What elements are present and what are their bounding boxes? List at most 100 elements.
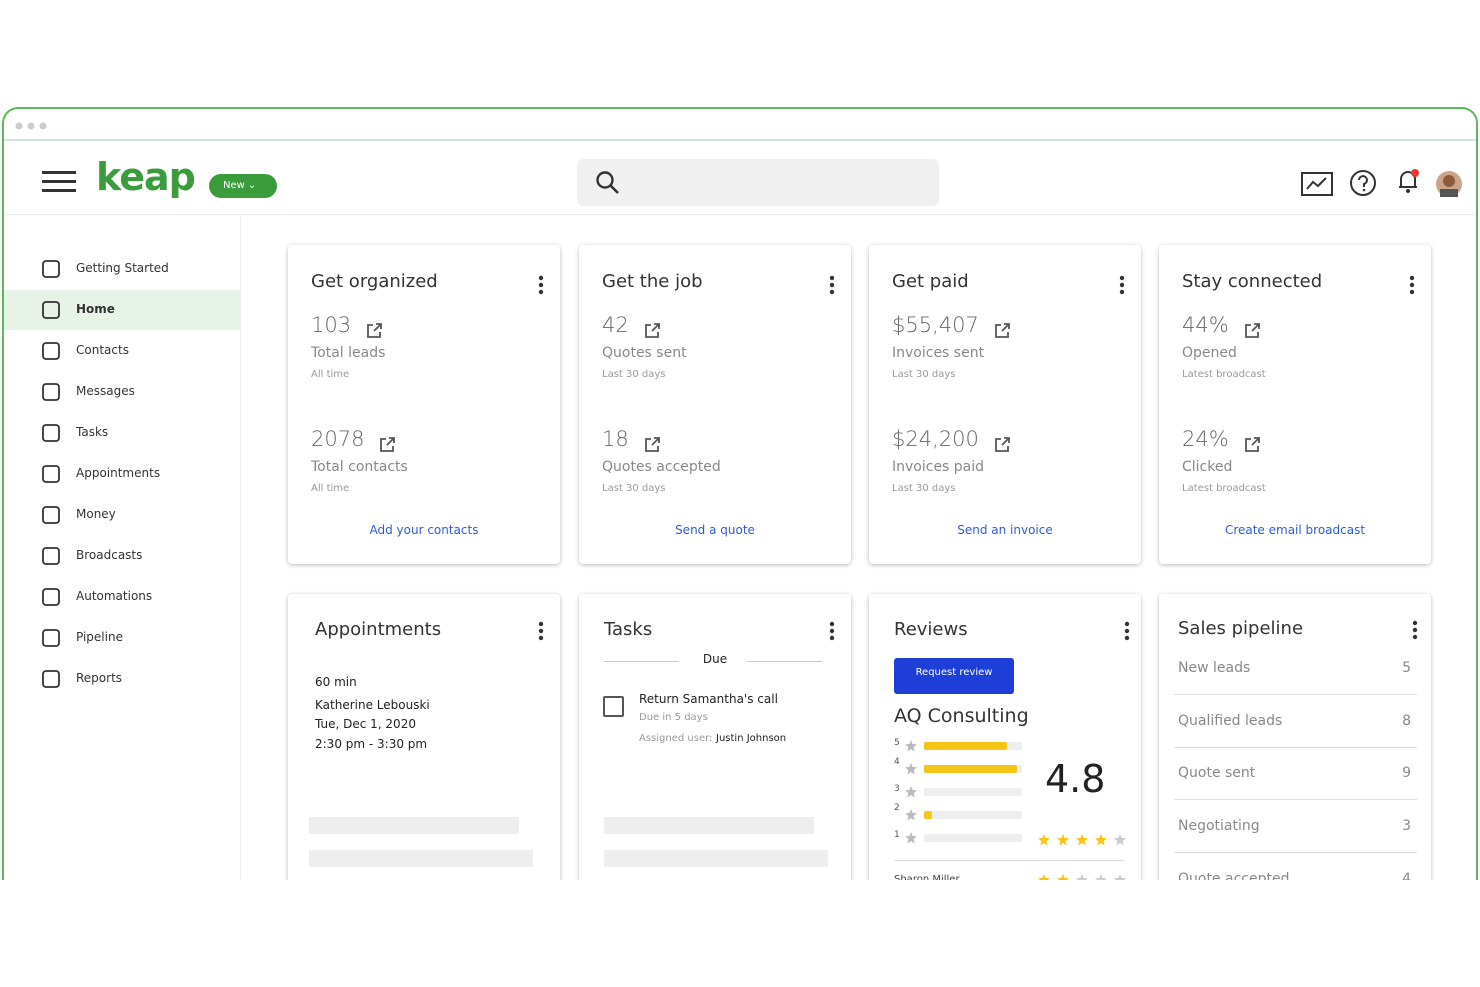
nav-label: Appointments xyxy=(76,466,161,480)
nav-item[interactable]: Messages xyxy=(4,372,240,412)
help-icon[interactable] xyxy=(1349,169,1379,199)
open-link-icon[interactable] xyxy=(1243,436,1261,454)
stat-period: Last 30 days xyxy=(892,369,956,380)
star-icon xyxy=(905,763,917,775)
rating-bar xyxy=(924,765,1018,773)
appointments-card: Appointments 60 min Katherine Lebouski Tue,… xyxy=(288,594,560,880)
request-review-button[interactable]: Request review xyxy=(894,658,1014,694)
nav-icon xyxy=(42,424,60,442)
divider xyxy=(1174,799,1417,800)
stat-period: Last 30 days xyxy=(602,369,666,380)
star-level: 5 xyxy=(894,738,900,748)
nav-item[interactable]: Broadcasts xyxy=(4,536,240,576)
placeholder xyxy=(309,817,519,834)
divider xyxy=(894,860,1124,861)
placeholder xyxy=(604,817,814,834)
card-menu[interactable] xyxy=(538,621,544,642)
appointment-name: Katherine Lebouski xyxy=(315,698,430,712)
open-link-icon[interactable] xyxy=(643,436,661,454)
nav-label: Money xyxy=(76,507,116,521)
nav-item[interactable]: Money xyxy=(4,495,240,535)
stat-label: Quotes sent xyxy=(602,345,687,361)
task-assigned-label: Assigned user: xyxy=(639,733,713,744)
new-button-label: New xyxy=(223,180,245,191)
stage-name: Quote sent xyxy=(1178,765,1256,781)
rating-bar xyxy=(924,742,1008,750)
nav-item[interactable]: Home xyxy=(4,290,240,330)
card-menu[interactable] xyxy=(829,275,835,296)
open-link-icon[interactable] xyxy=(643,322,661,340)
open-link-icon[interactable] xyxy=(1243,322,1261,340)
nav-item[interactable]: Getting Started xyxy=(4,249,240,289)
business-name: AQ Consulting xyxy=(894,705,1029,727)
nav-item[interactable]: Appointments xyxy=(4,454,240,494)
reports-icon[interactable] xyxy=(1300,171,1334,197)
stat-label: Total contacts xyxy=(311,459,408,475)
dashboard: Get organized 103 Total leads All time 2078 T… xyxy=(4,109,1476,880)
search-box[interactable] xyxy=(577,159,939,206)
card-menu[interactable] xyxy=(1124,621,1130,642)
task-checkbox[interactable] xyxy=(603,696,624,717)
stat-label: Clicked xyxy=(1182,459,1233,475)
star-level: 2 xyxy=(894,803,900,813)
open-link-icon[interactable] xyxy=(378,436,396,454)
nav-icon xyxy=(42,629,60,647)
stat-value: 24% xyxy=(1182,427,1229,451)
notifications-icon[interactable] xyxy=(1396,167,1422,197)
card-menu[interactable] xyxy=(829,621,835,642)
stat-period: Latest broadcast xyxy=(1182,483,1266,494)
card-link[interactable]: Create email broadcast xyxy=(1224,523,1366,537)
appointment-time: 2:30 pm - 3:30 pm xyxy=(315,737,428,751)
card-menu[interactable] xyxy=(1412,620,1418,641)
card-link[interactable]: Add your contacts xyxy=(369,523,479,537)
new-button[interactable]: New ⌄ xyxy=(209,174,277,198)
stage-count: 5 xyxy=(1402,660,1411,676)
stage-count: 4 xyxy=(1402,871,1411,880)
nav-icon xyxy=(42,670,60,688)
placeholder xyxy=(604,850,828,867)
stat-value: 103 xyxy=(311,313,352,337)
logo[interactable]: keap xyxy=(96,155,196,199)
open-link-icon[interactable] xyxy=(993,322,1011,340)
placeholder xyxy=(309,850,533,867)
stat-period: Last 30 days xyxy=(892,483,956,494)
nav-item[interactable]: Automations xyxy=(4,577,240,617)
stage-name: Qualified leads xyxy=(1178,713,1283,729)
nav-label: Getting Started xyxy=(76,261,169,275)
stat-label: Invoices sent xyxy=(892,345,985,361)
stat-value: 42 xyxy=(602,313,629,337)
stat-value: 2078 xyxy=(311,427,365,451)
nav-icon xyxy=(42,506,60,524)
nav-item[interactable]: Pipeline xyxy=(4,618,240,658)
nav-item[interactable]: Reports xyxy=(4,659,240,699)
appointment-duration: 60 min xyxy=(315,675,357,689)
menu-button[interactable] xyxy=(42,169,78,195)
card-title: Sales pipeline xyxy=(1178,618,1304,639)
nav-icon xyxy=(42,342,60,360)
stage-count: 3 xyxy=(1402,818,1411,834)
nav-item[interactable]: Contacts xyxy=(4,331,240,371)
open-link-icon[interactable] xyxy=(365,322,383,340)
open-link-icon[interactable] xyxy=(993,436,1011,454)
card-menu[interactable] xyxy=(538,275,544,296)
card-menu[interactable] xyxy=(1119,275,1125,296)
user-avatar[interactable] xyxy=(1435,169,1463,199)
app-header: keap New ⌄ xyxy=(4,141,1476,215)
nav-icon xyxy=(42,588,60,606)
nav-item[interactable]: Tasks xyxy=(4,413,240,453)
nav-icon xyxy=(42,465,60,483)
summary-card: Get the job 42 Quotes sent Last 30 days 18 Qu… xyxy=(579,245,851,564)
card-menu[interactable] xyxy=(1409,275,1415,296)
stage-name: Quote accepted xyxy=(1178,871,1290,880)
card-link[interactable]: Send an invoice xyxy=(957,523,1053,537)
stage-name: Negotiating xyxy=(1178,818,1260,834)
nav-label: Pipeline xyxy=(76,630,123,644)
reviews-card: Reviews Request review AQ Consulting 5 4 3 2 1 4… xyxy=(869,594,1141,880)
nav-label: Home xyxy=(76,302,115,316)
task-due: Due in 5 days xyxy=(639,712,708,723)
section-label: Due xyxy=(702,652,728,666)
nav-label: Contacts xyxy=(76,343,129,357)
card-link[interactable]: Send a quote xyxy=(675,523,755,537)
star-level: 1 xyxy=(894,830,900,840)
